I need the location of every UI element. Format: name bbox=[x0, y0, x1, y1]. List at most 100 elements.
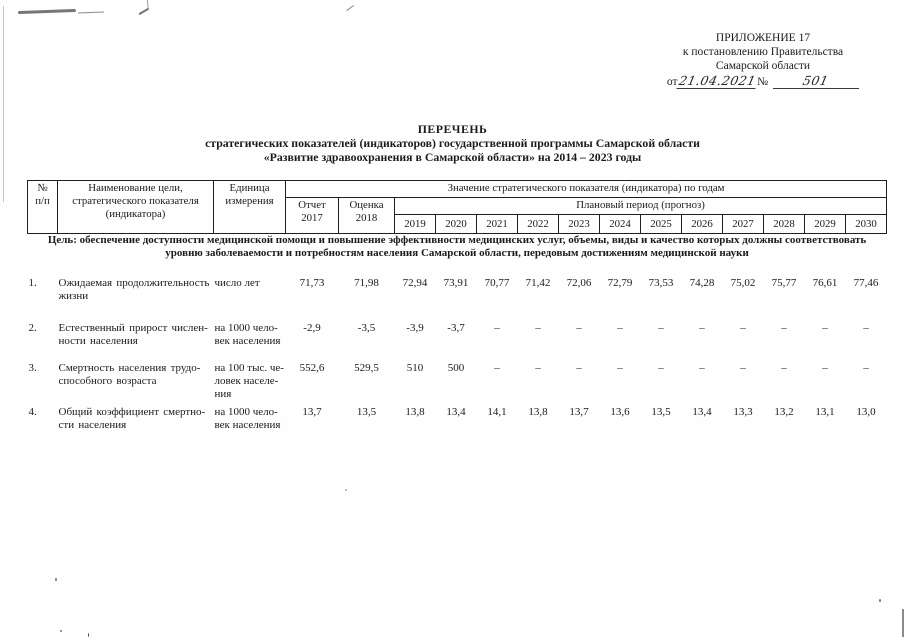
col-header-year: 2027 bbox=[722, 214, 764, 234]
cell-value: 74,28 bbox=[689, 277, 715, 289]
cell-value: – bbox=[740, 322, 746, 334]
scan-artifact bbox=[55, 578, 57, 581]
cell-value: 72,06 bbox=[566, 277, 592, 289]
cell-value: – bbox=[576, 362, 582, 374]
cell-value: – bbox=[781, 322, 787, 334]
cell-value: – bbox=[658, 322, 664, 334]
cell-value: 77,46 bbox=[853, 277, 879, 289]
scan-artifact bbox=[60, 630, 62, 632]
handwritten-number-line: 501 bbox=[773, 73, 860, 89]
cell-value: 13,0 bbox=[856, 406, 876, 418]
col-header-name: Наименование цели, стратегического показ… bbox=[57, 180, 214, 234]
row-number: 4. bbox=[28, 406, 37, 418]
col-header-year: 2026 bbox=[681, 214, 723, 234]
cell-value: 73,91 bbox=[443, 277, 469, 289]
cell-value: 13,5 bbox=[356, 406, 377, 418]
cell-value: – bbox=[781, 362, 787, 374]
cell-value: 71,98 bbox=[354, 277, 379, 289]
col-header-values-group: Значение стратегического показателя (инд… bbox=[284, 180, 888, 198]
table-row: 1. Ожидаемая продолжительность жизни чис… bbox=[28, 260, 887, 303]
cell-value: 13,8 bbox=[405, 406, 425, 418]
cell-value: 75,77 bbox=[771, 277, 797, 289]
cell-value: – bbox=[863, 322, 869, 334]
cell-value: – bbox=[822, 322, 828, 334]
scan-artifact bbox=[17, 8, 77, 15]
cell-value: – bbox=[494, 322, 500, 334]
indicator-name: Естественный прирост числен- ности насел… bbox=[58, 322, 208, 347]
cell-value: 14,1 bbox=[487, 406, 507, 418]
row-number: 3. bbox=[28, 362, 37, 374]
col-header-unit: Единица измерения bbox=[213, 180, 286, 234]
number-label: № bbox=[757, 76, 769, 88]
scan-artifact bbox=[77, 11, 105, 14]
indicator-unit: число лет bbox=[214, 277, 260, 289]
cell-value: 13,1 bbox=[815, 406, 835, 418]
cell-value: – bbox=[535, 362, 541, 374]
cell-value: -3,9 bbox=[406, 322, 424, 334]
cell-value: 13,3 bbox=[733, 406, 753, 418]
scan-artifact bbox=[342, 0, 355, 11]
cell-value: 552,6 bbox=[299, 362, 325, 374]
cell-value: – bbox=[740, 362, 746, 374]
handwritten-date: 21.04.2021 bbox=[675, 73, 758, 89]
col-header-year: 2030 bbox=[844, 214, 888, 234]
cell-value: 72,94 bbox=[402, 277, 428, 289]
table-row: 2. Естественный прирост числен- ности на… bbox=[28, 303, 887, 348]
cell-value: 71,73 bbox=[299, 277, 325, 289]
scan-artifact bbox=[879, 599, 881, 602]
indicator-name: Общий коэффициент смертно- сти населения bbox=[58, 406, 206, 431]
title-line-1: ПЕРЕЧЕНЬ bbox=[417, 122, 488, 136]
appendix-block: ПРИЛОЖЕНИЕ 17 к постановлению Правительс… bbox=[637, 31, 889, 89]
col-header-estimate-2018: Оценка 2018 bbox=[338, 197, 395, 234]
cell-value: 510 bbox=[406, 362, 424, 374]
cell-value: – bbox=[822, 362, 828, 374]
cell-value: – bbox=[658, 362, 664, 374]
cell-value: -2,9 bbox=[303, 322, 321, 334]
cell-value: 13,8 bbox=[528, 406, 548, 418]
cell-value: – bbox=[617, 362, 623, 374]
document-title: ПЕРЕЧЕНЬ стратегических показателей (инд… bbox=[0, 122, 905, 164]
appendix-title: ПРИЛОЖЕНИЕ 17 bbox=[715, 32, 811, 44]
cell-value: 71,42 bbox=[525, 277, 551, 289]
scan-artifact bbox=[902, 609, 904, 637]
appendix-line: Самарской области bbox=[715, 60, 811, 72]
cell-value: – bbox=[576, 322, 582, 334]
goal-row: Цель: обеспечение доступности медицинско… bbox=[28, 234, 887, 261]
col-header-year: 2020 bbox=[435, 214, 477, 234]
handwritten-number: 501 bbox=[801, 73, 831, 88]
cell-value: – bbox=[617, 322, 623, 334]
cell-value: – bbox=[494, 362, 500, 374]
table-body: Цель: обеспечение доступности медицинско… bbox=[28, 234, 887, 433]
cell-value: 76,61 bbox=[812, 277, 838, 289]
cell-value: – bbox=[863, 362, 869, 374]
scan-artifact bbox=[138, 0, 149, 16]
appendix-line: к постановлению Правительства bbox=[682, 46, 844, 58]
cell-value: 73,53 bbox=[648, 277, 674, 289]
cell-value: – bbox=[699, 322, 705, 334]
cell-value: 13,7 bbox=[302, 406, 322, 418]
cell-value: 13,7 bbox=[569, 406, 589, 418]
cell-value: 13,4 bbox=[692, 406, 712, 418]
indicator-name: Смертность населения трудо- способного в… bbox=[58, 362, 201, 387]
cell-value: 13,2 bbox=[774, 406, 794, 418]
col-header-year: 2023 bbox=[558, 214, 600, 234]
col-header-year: 2025 bbox=[640, 214, 682, 234]
indicator-unit: на 100 тыс. че- ловек населе- ния bbox=[214, 362, 284, 400]
cell-value: 75,02 bbox=[730, 277, 756, 289]
scan-artifact bbox=[345, 489, 347, 491]
cell-value: 13,6 bbox=[610, 406, 630, 418]
col-header-report-2017: Отчет 2017 bbox=[285, 197, 339, 234]
col-header-year: 2019 bbox=[394, 214, 436, 234]
goal-text: Цель: обеспечение доступности медицинско… bbox=[47, 234, 867, 259]
cell-value: -3,7 bbox=[447, 322, 465, 334]
indicator-name: Ожидаемая продолжительность жизни bbox=[58, 277, 210, 302]
cell-value: 13,5 bbox=[651, 406, 671, 418]
col-header-year: 2029 bbox=[804, 214, 846, 234]
col-header-year: 2024 bbox=[599, 214, 641, 234]
scan-artifact bbox=[88, 633, 89, 637]
row-number: 2. bbox=[28, 322, 37, 334]
cell-value: 13,4 bbox=[446, 406, 466, 418]
title-line-2: стратегических показателей (индикаторов)… bbox=[205, 136, 700, 150]
cell-value: – bbox=[535, 322, 541, 334]
